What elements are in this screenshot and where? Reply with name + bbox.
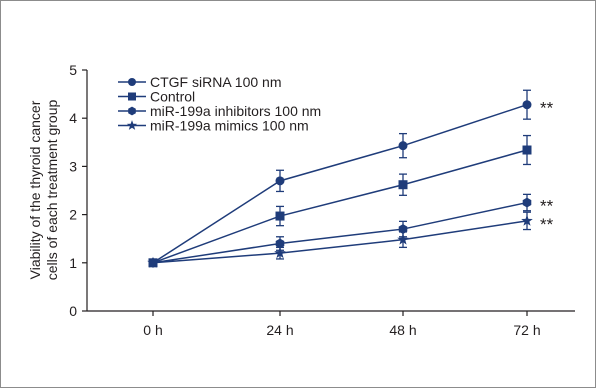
legend-item: Control [118,89,195,105]
y-tick-label: 2 [69,207,77,223]
data-point [274,247,286,259]
y-axis-title: Viability of the thyroid cancer cells of … [27,100,60,281]
legend-item: CTGF siRNA 100 nm [118,74,281,90]
x-tick-label: 72 h [513,322,540,338]
data-point [398,141,408,151]
data-point [147,256,159,268]
series-square [148,134,532,268]
data-point [522,100,532,110]
legend-marker [128,78,136,86]
series-line [152,149,528,264]
y-tick-label: 1 [69,255,77,271]
x-tick-label: 24 h [266,322,293,338]
legend-label: CTGF siRNA 100 nm [150,74,281,90]
x-tick-label: 48 h [389,322,416,338]
data-point [398,180,408,190]
y-tick-label: 3 [69,158,77,174]
data-point [275,238,285,249]
legend-label: Control [150,89,195,105]
data-point [522,145,532,155]
series-hexagon: ** [148,193,554,268]
y-axis-title-line: Viability of the thyroid cancer [27,100,43,279]
legend-label: miR-199a mimics 100 nm [150,118,309,134]
legend-item: miR-199a mimics 100 nm [118,118,309,134]
series-star: ** [147,211,554,268]
data-point [522,197,532,208]
series-line [152,201,528,264]
legend-marker [128,106,136,116]
y-tick-label: 4 [69,110,77,126]
y-tick-label: 0 [69,303,77,319]
x-tick-label: 0 h [143,322,162,338]
y-axis-title-line: cells of each treatment group [44,100,60,281]
series-line [152,220,528,264]
significance-label: ** [540,197,554,216]
legend-item: miR-199a inhibitors 100 nm [118,103,321,119]
significance-label: ** [540,215,554,234]
data-point [521,214,533,226]
significance-label: ** [540,99,554,118]
data-point [397,233,409,245]
legend-label: miR-199a inhibitors 100 nm [150,103,321,119]
data-point [275,176,285,186]
series-line [152,103,528,264]
data-point [275,211,285,221]
legend-marker [126,120,138,130]
y-tick-label: 5 [69,62,77,78]
legend-marker [128,92,136,101]
